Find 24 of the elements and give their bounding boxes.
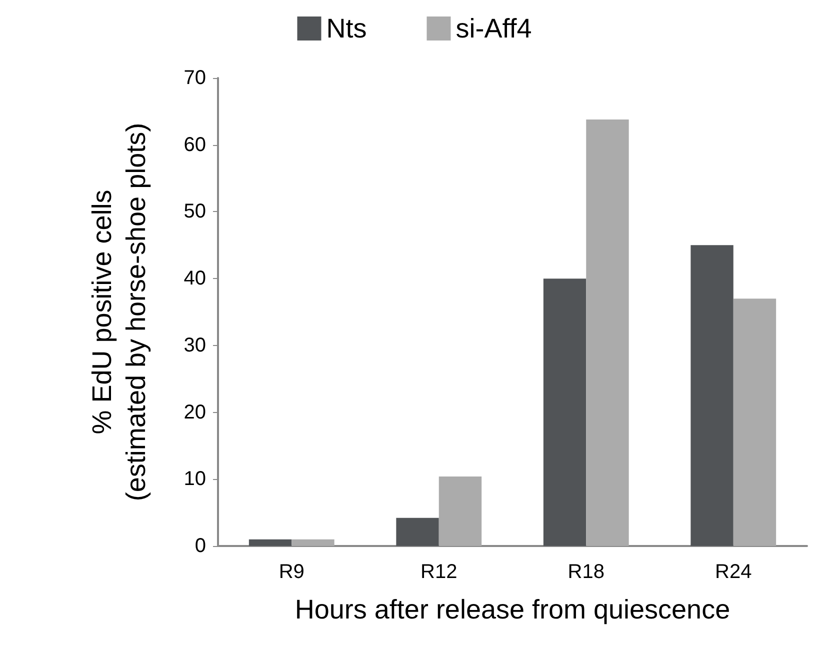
legend-label: Nts [326,14,367,44]
bar [543,278,586,546]
y-tick-label: 40 [184,268,206,290]
x-tick-label: R12 [420,561,458,583]
y-axis-title: % EdU positive cells (estimated by horse-shoe plots) [87,122,151,502]
bar [733,298,776,546]
y-tick-label: 30 [184,334,206,356]
bar [586,119,629,546]
y-tick-label: 20 [184,401,206,424]
y-tick-label: 0 [194,535,206,557]
y-tick-label: 50 [184,200,206,223]
x-tick-label: R9 [278,561,304,583]
x-tick-label: R18 [568,561,604,583]
legend-label: si-Aff4 [456,14,532,44]
y-tick-label: 10 [184,468,206,490]
x-tick-label: R24 [715,561,752,583]
bar [292,539,334,546]
bar [690,245,734,546]
bar [248,539,292,546]
y-tick-label: 70 [184,67,206,89]
bar [438,476,482,546]
x-axis-title: Hours after release from quiescence [294,594,730,624]
bar [396,518,439,546]
y-tick-label: 60 [184,134,206,156]
